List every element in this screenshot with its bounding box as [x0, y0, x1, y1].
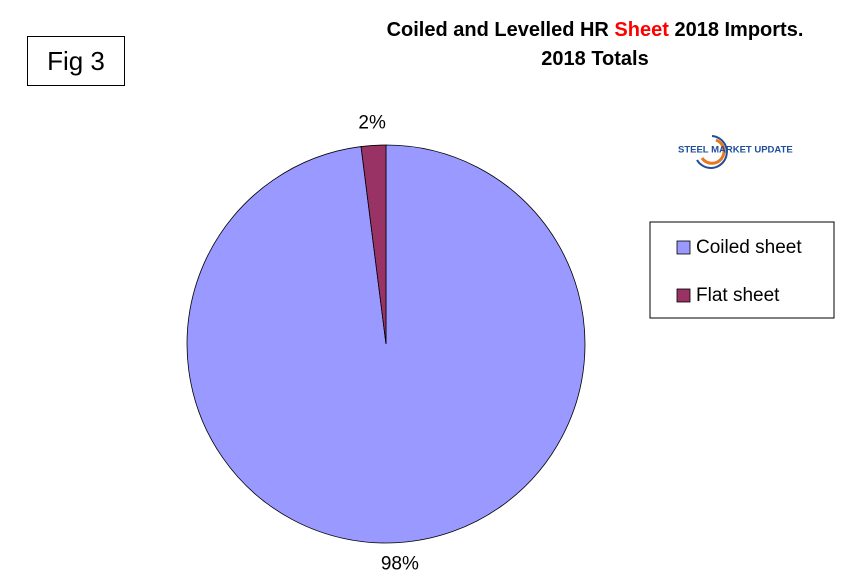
chart-title: Coiled and Levelled HR Sheet 2018 Import…	[300, 16, 856, 74]
logo: STEEL MARKET UPDATE	[678, 135, 793, 169]
legend-label: Flat sheet	[696, 285, 780, 306]
legend-label: Coiled sheet	[696, 237, 802, 258]
data-label: 2%	[358, 112, 386, 133]
title-part: 2018 Imports.	[674, 19, 804, 41]
chart-subtitle: 2018 Totals	[541, 48, 649, 70]
title-part: Sheet	[614, 19, 669, 41]
legend-swatch	[676, 288, 691, 303]
legend-swatch	[676, 240, 691, 255]
figure-label: Fig 3	[27, 36, 125, 86]
data-label: 98%	[381, 554, 419, 575]
logo-text: STEEL MARKET UPDATE	[678, 145, 793, 156]
pie-slice	[360, 144, 387, 345]
title-part: Coiled and Levelled HR	[386, 19, 609, 41]
